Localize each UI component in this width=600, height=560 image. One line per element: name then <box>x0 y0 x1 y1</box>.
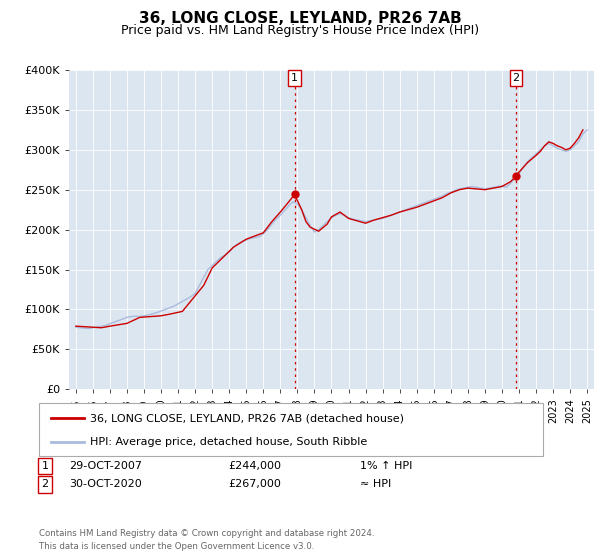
Text: 1: 1 <box>41 461 49 471</box>
Text: 36, LONG CLOSE, LEYLAND, PR26 7AB: 36, LONG CLOSE, LEYLAND, PR26 7AB <box>139 11 461 26</box>
Text: Price paid vs. HM Land Registry's House Price Index (HPI): Price paid vs. HM Land Registry's House … <box>121 24 479 36</box>
Text: 2: 2 <box>512 73 520 83</box>
Text: ≈ HPI: ≈ HPI <box>360 479 391 489</box>
Text: 1: 1 <box>291 73 298 83</box>
Text: This data is licensed under the Open Government Licence v3.0.: This data is licensed under the Open Gov… <box>39 542 314 551</box>
Text: £267,000: £267,000 <box>228 479 281 489</box>
Text: 29-OCT-2007: 29-OCT-2007 <box>69 461 142 471</box>
Text: £244,000: £244,000 <box>228 461 281 471</box>
Text: Contains HM Land Registry data © Crown copyright and database right 2024.: Contains HM Land Registry data © Crown c… <box>39 529 374 538</box>
Text: HPI: Average price, detached house, South Ribble: HPI: Average price, detached house, Sout… <box>90 436 367 446</box>
Text: 2: 2 <box>41 479 49 489</box>
Text: 1% ↑ HPI: 1% ↑ HPI <box>360 461 412 471</box>
Text: 30-OCT-2020: 30-OCT-2020 <box>69 479 142 489</box>
Text: 36, LONG CLOSE, LEYLAND, PR26 7AB (detached house): 36, LONG CLOSE, LEYLAND, PR26 7AB (detac… <box>90 413 404 423</box>
